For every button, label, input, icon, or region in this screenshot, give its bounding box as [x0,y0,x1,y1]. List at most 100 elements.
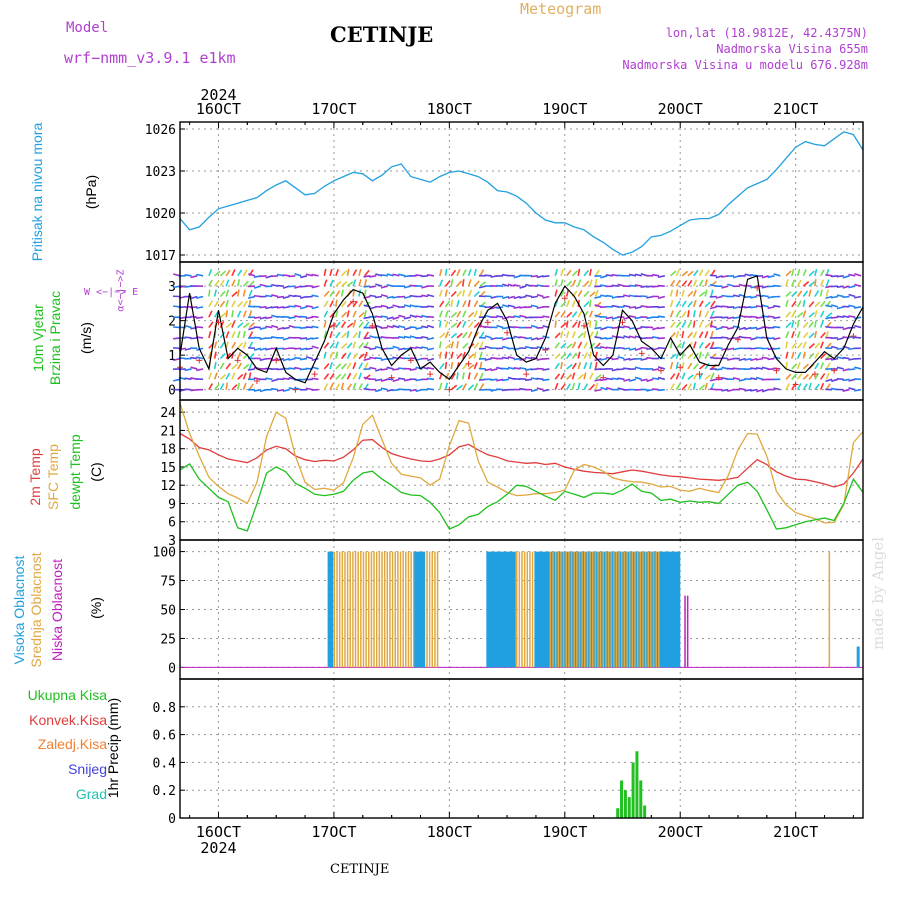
wind-arrow [571,372,576,380]
wind-arrow [178,285,186,289]
wind-arrow [248,326,256,331]
x-tick-label-bottom: 16OCT [196,823,241,841]
wind-arrow [675,383,681,391]
wind-arrow [560,330,564,339]
wind-arrow [305,326,313,329]
temp-unit: (C) [88,462,104,482]
wind-arrow [294,304,302,308]
wind-arrow [386,295,394,299]
wind-arrow [392,273,400,277]
wind-arrow [380,326,388,329]
wind-arrow [409,326,417,329]
wind-arrow [415,346,423,350]
wind-arrow [657,376,666,381]
wind-speed-line [179,274,864,384]
wind-arrow [479,341,484,349]
wind-arrow [190,315,198,318]
wind-arrow [583,269,590,277]
cloud-unit: (%) [88,597,104,619]
wind-arrow [594,330,599,339]
wind-arrow [583,330,587,339]
wind-arrow [600,337,608,340]
wind-arrow [820,373,826,380]
wind-arrow [525,306,533,309]
wind-arrow [363,387,371,391]
wind-arrow [237,362,243,370]
wind-arrow [375,283,383,287]
wind-arrow [692,331,698,339]
wind-arrow [646,347,654,351]
watermark: made by Angel [869,536,887,650]
wind-arrows [172,268,862,393]
wind-arrow [282,357,290,362]
wind-arrow [219,290,226,298]
wind-arrow [473,310,478,318]
wind-arrow [692,341,697,349]
wind-arrow [594,295,602,299]
wind-arrow [358,372,363,380]
wind-gust-marker [773,367,780,374]
wind-arrow [259,388,267,393]
y-tick-label: 0.6 [153,729,176,744]
wind-arrow [323,290,330,298]
wind-arrow [329,322,337,329]
wind-arrow [374,315,383,318]
wind-arrow [611,377,619,381]
wind-arrow [842,345,850,350]
wind-arrow [265,316,273,320]
wind-arrow [380,293,388,298]
wind-arrow [208,351,212,359]
wind-arrow [346,362,352,370]
wind-arrow [231,269,236,277]
wind-arrow [767,306,775,310]
wind-arrow [231,310,234,318]
wind-arrow [542,325,550,329]
wind-arrow [727,283,735,287]
wind-arrow [392,304,400,308]
wind-arrow [468,353,475,360]
wind-arrow [767,295,775,299]
wind-arrow [496,378,504,382]
wind-arrow [519,295,527,299]
wind-arrow [363,295,371,299]
wind-arrow [773,273,781,277]
wind-arrow [698,372,704,380]
wind-arrow [236,330,241,339]
wind-arrow [744,388,752,392]
wind-arrow [814,352,820,360]
wind-arrow [785,373,792,380]
wind-arrow [363,304,371,308]
wind-arrow [208,342,215,349]
wind-arrow [617,346,625,350]
wind-gust-marker [234,357,241,364]
wind-arrow [265,325,273,329]
wind-arrow [698,341,704,349]
wind-arrow [392,324,400,329]
wind-arrow [571,321,578,329]
wind-arrow [248,273,256,277]
wind-arrow [178,388,186,393]
wind-arrow [282,295,290,299]
wind-arrow [814,301,821,308]
wind-arrow [479,372,484,380]
wind-arrow [178,347,186,351]
wind-arrow [704,362,710,370]
precip-bar [623,790,627,818]
wind-arrow [687,353,694,360]
wind-arrow [738,335,746,339]
wind-arrow [444,331,450,339]
wind-arrow [196,326,204,329]
wind-arrow [819,279,825,287]
wind-arrow [323,363,330,370]
wind-gust-marker [388,374,395,381]
wind-arrow [617,335,625,339]
wind-arrow [583,383,589,391]
wind-arrow [426,377,435,381]
wind-arrow [392,316,400,320]
wind-arrow [311,345,319,350]
wind-arrow [710,280,717,287]
wind-arrow [854,324,862,329]
wind-arrow [594,361,598,370]
wind-arrow [767,337,775,340]
wind-arrow [756,388,764,393]
